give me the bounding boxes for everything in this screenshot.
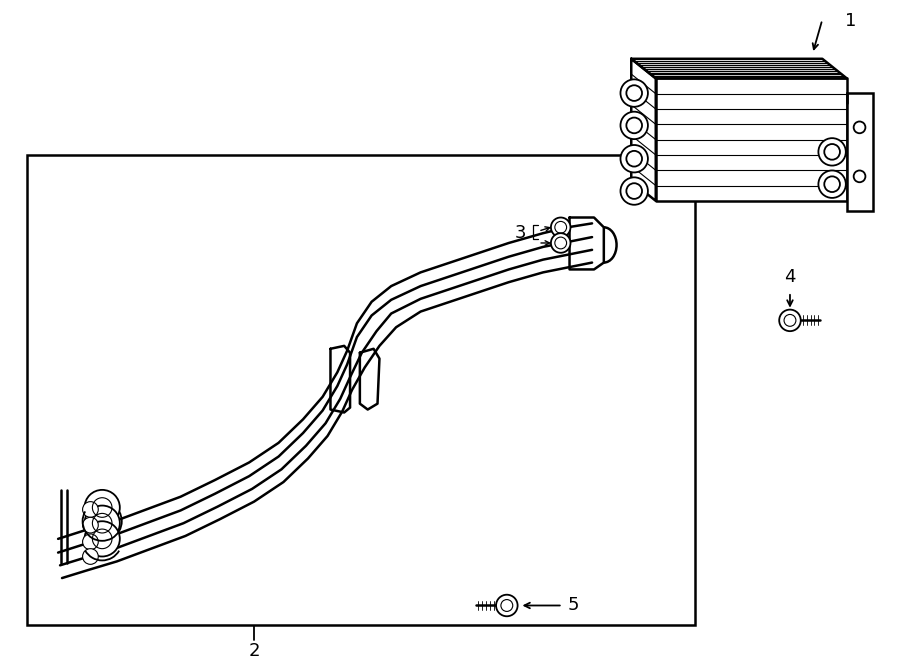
Circle shape	[620, 112, 648, 139]
Circle shape	[85, 506, 120, 541]
Text: 3: 3	[515, 224, 526, 242]
Bar	[847, 93, 873, 211]
Circle shape	[83, 502, 98, 518]
Text: 2: 2	[248, 642, 260, 660]
Text: 4: 4	[784, 268, 796, 286]
Polygon shape	[631, 59, 847, 79]
Circle shape	[85, 522, 120, 557]
Polygon shape	[656, 79, 847, 201]
Circle shape	[818, 138, 846, 165]
Circle shape	[83, 534, 98, 550]
Circle shape	[551, 217, 571, 237]
Bar	[27, 155, 695, 625]
Circle shape	[818, 171, 846, 198]
Circle shape	[551, 233, 571, 253]
Circle shape	[83, 549, 98, 564]
Circle shape	[854, 122, 866, 134]
Circle shape	[620, 177, 648, 205]
Circle shape	[83, 518, 98, 533]
Text: 1: 1	[845, 12, 856, 30]
Circle shape	[496, 595, 518, 616]
Circle shape	[779, 309, 801, 331]
Circle shape	[854, 171, 866, 182]
Circle shape	[620, 145, 648, 173]
Text: 5: 5	[568, 596, 579, 615]
Circle shape	[620, 79, 648, 107]
Polygon shape	[631, 59, 656, 201]
Circle shape	[85, 490, 120, 525]
